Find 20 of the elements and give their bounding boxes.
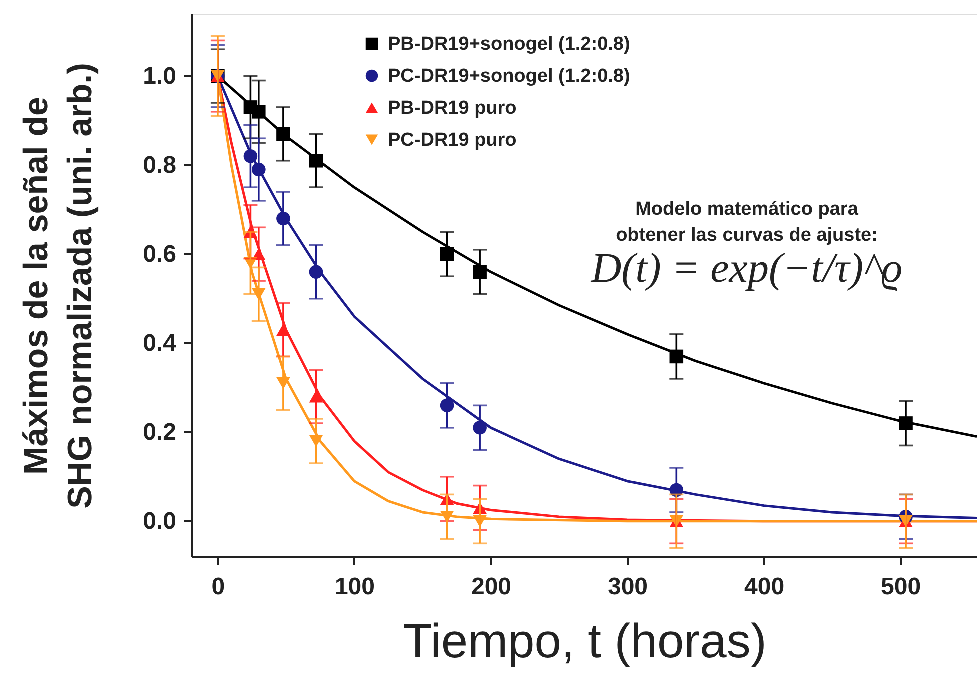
y-tick-label: 0.2 <box>143 418 176 446</box>
x-tick-label: 200 <box>471 574 512 600</box>
legend-label: PB-DR19 puro <box>388 98 517 119</box>
x-tick-label: 500 <box>881 574 922 600</box>
y-tick-label: 1.0 <box>143 62 176 90</box>
annotation: Modelo matemático para obtener las curvas de ajuste: <box>616 199 878 246</box>
y-tick-label: 0.6 <box>143 240 176 268</box>
x-tick-label: 400 <box>744 574 785 600</box>
legend-label: PC-DR19 puro <box>388 130 517 151</box>
annotation: D(t) = exp(−t/τ)^ϱ <box>590 246 903 292</box>
y-axis-title: Máximos de la señal de SHG normalizada (uni. arb.) <box>18 63 100 509</box>
x-tick-label: 0 <box>212 574 226 600</box>
legend-label: PC-DR19+sonogel (1.2:0.8) <box>388 66 630 87</box>
legend-label: PB-DR19+sonogel (1.2:0.8) <box>388 34 630 55</box>
x-tick-label: 300 <box>608 574 648 600</box>
x-axis-title: Tiempo, t (horas) <box>403 616 767 668</box>
y-tick-label: 0.0 <box>143 508 176 535</box>
x-tick-label: 100 <box>334 574 375 600</box>
y-tick-label: 0.8 <box>143 152 176 179</box>
y-tick-label: 0.4 <box>143 330 178 357</box>
